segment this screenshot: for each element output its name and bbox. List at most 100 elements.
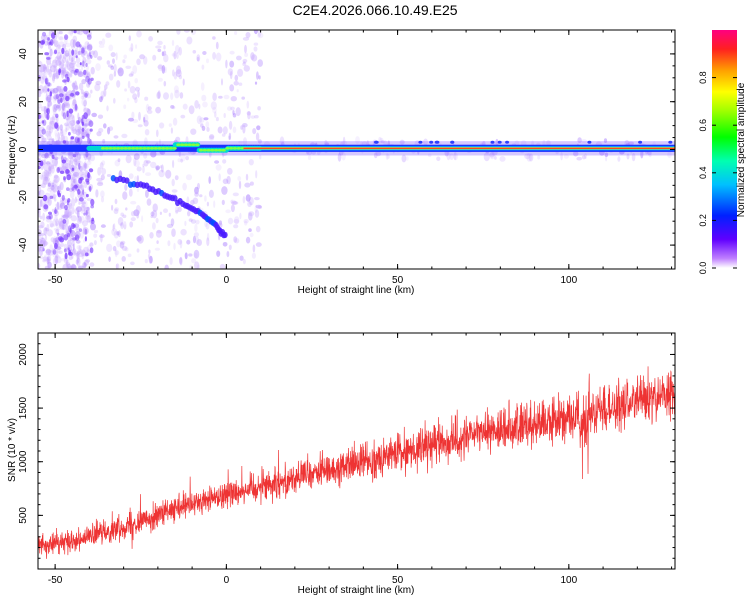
noise-speck bbox=[69, 92, 75, 97]
noise-speck bbox=[49, 47, 53, 51]
snr-ylabel: SNR (10 * v/v) bbox=[7, 418, 18, 482]
colorbar-tick-label: 0.8 bbox=[698, 71, 708, 84]
noise-speck bbox=[232, 110, 235, 115]
noise-speck bbox=[53, 64, 58, 72]
noise-speck bbox=[67, 232, 70, 238]
noise-speck bbox=[73, 167, 80, 174]
noise-speck bbox=[59, 202, 66, 209]
noise-speck bbox=[56, 30, 61, 35]
noise-speck bbox=[150, 211, 155, 217]
noise-speck bbox=[61, 64, 68, 69]
carrier-blip bbox=[450, 140, 455, 144]
carrier-mark bbox=[138, 147, 143, 150]
noise-speck bbox=[161, 164, 164, 173]
noise-speck bbox=[100, 174, 105, 181]
noise-speck bbox=[67, 265, 74, 269]
noise-speck bbox=[200, 123, 204, 128]
noise-speck bbox=[142, 163, 145, 168]
noise-speck bbox=[70, 136, 75, 140]
noise-speck bbox=[130, 261, 135, 266]
noise-speck bbox=[78, 162, 81, 170]
noise-speck bbox=[134, 78, 138, 84]
carrier-mark bbox=[210, 148, 215, 152]
noise-speck bbox=[71, 82, 76, 88]
noise-speck bbox=[71, 30, 74, 35]
noise-speck bbox=[101, 38, 106, 46]
noise-speck bbox=[82, 262, 87, 268]
noise-speck bbox=[257, 59, 264, 67]
noise-speck bbox=[83, 161, 87, 167]
noise-speck bbox=[96, 131, 102, 137]
noise-speck bbox=[148, 249, 151, 254]
carrier-mark bbox=[168, 147, 174, 150]
noise-speck bbox=[242, 124, 246, 134]
noise-speck bbox=[95, 80, 102, 86]
noise-speck bbox=[55, 59, 62, 66]
noise-speck bbox=[232, 126, 237, 134]
noise-speck bbox=[230, 199, 234, 205]
noise-speck bbox=[46, 131, 50, 137]
noise-speck bbox=[79, 62, 82, 66]
noise-speck bbox=[74, 103, 78, 111]
noise-speck bbox=[68, 48, 71, 58]
noise-speck bbox=[123, 104, 127, 110]
noise-speck bbox=[130, 200, 137, 205]
noise-speck bbox=[495, 138, 499, 147]
noise-speck bbox=[125, 207, 128, 211]
colorbar-label: Normalized spectral amplitude bbox=[736, 82, 747, 217]
noise-speck bbox=[65, 228, 68, 235]
noise-speck bbox=[70, 198, 76, 207]
noise-speck bbox=[204, 195, 207, 202]
noise-speck bbox=[50, 158, 53, 164]
noise-speck bbox=[55, 113, 59, 119]
noise-speck bbox=[41, 236, 44, 240]
noise-speck bbox=[112, 245, 117, 252]
noise-speck bbox=[85, 73, 91, 81]
noise-speck bbox=[180, 228, 187, 236]
noise-speck bbox=[136, 212, 139, 219]
noise-speck bbox=[40, 106, 47, 112]
noise-speck bbox=[48, 138, 53, 142]
x-tick-label: 100 bbox=[560, 275, 577, 286]
noise-speck bbox=[68, 73, 73, 78]
noise-speck bbox=[66, 225, 69, 234]
noise-speck bbox=[46, 229, 53, 237]
noise-speck bbox=[44, 130, 50, 137]
noise-speck bbox=[48, 130, 52, 137]
noise-speck bbox=[112, 224, 115, 232]
noise-speck bbox=[249, 232, 254, 238]
noise-speck bbox=[46, 94, 52, 103]
noise-speck bbox=[243, 219, 249, 224]
carrier-mark bbox=[115, 147, 121, 150]
noise-speck bbox=[60, 233, 65, 237]
noise-speck bbox=[184, 30, 190, 33]
noise-speck bbox=[53, 91, 58, 95]
noise-speck bbox=[244, 220, 248, 226]
noise-speck bbox=[69, 163, 72, 170]
noise-speck bbox=[648, 151, 652, 158]
noise-speck bbox=[111, 204, 114, 211]
noise-speck bbox=[52, 184, 58, 193]
noise-speck bbox=[255, 225, 261, 233]
noise-speck bbox=[254, 115, 259, 119]
noise-speck bbox=[405, 156, 409, 161]
noise-speck bbox=[84, 236, 87, 242]
noise-speck bbox=[75, 259, 79, 265]
noise-speck bbox=[47, 98, 51, 107]
noise-speck bbox=[222, 126, 228, 135]
noise-speck bbox=[122, 214, 127, 219]
noise-speck bbox=[73, 179, 76, 184]
noise-speck bbox=[249, 181, 254, 186]
noise-speck bbox=[42, 194, 48, 202]
noise-speck bbox=[155, 106, 162, 114]
noise-speck bbox=[62, 129, 67, 136]
noise-speck bbox=[53, 95, 60, 100]
noise-speck bbox=[177, 158, 181, 163]
noise-speck bbox=[184, 220, 187, 227]
noise-speck bbox=[178, 46, 182, 56]
noise-speck bbox=[58, 136, 62, 145]
noise-speck bbox=[74, 103, 78, 112]
noise-speck bbox=[378, 136, 382, 144]
carrier-mark bbox=[149, 147, 155, 150]
noise-speck bbox=[129, 86, 136, 94]
